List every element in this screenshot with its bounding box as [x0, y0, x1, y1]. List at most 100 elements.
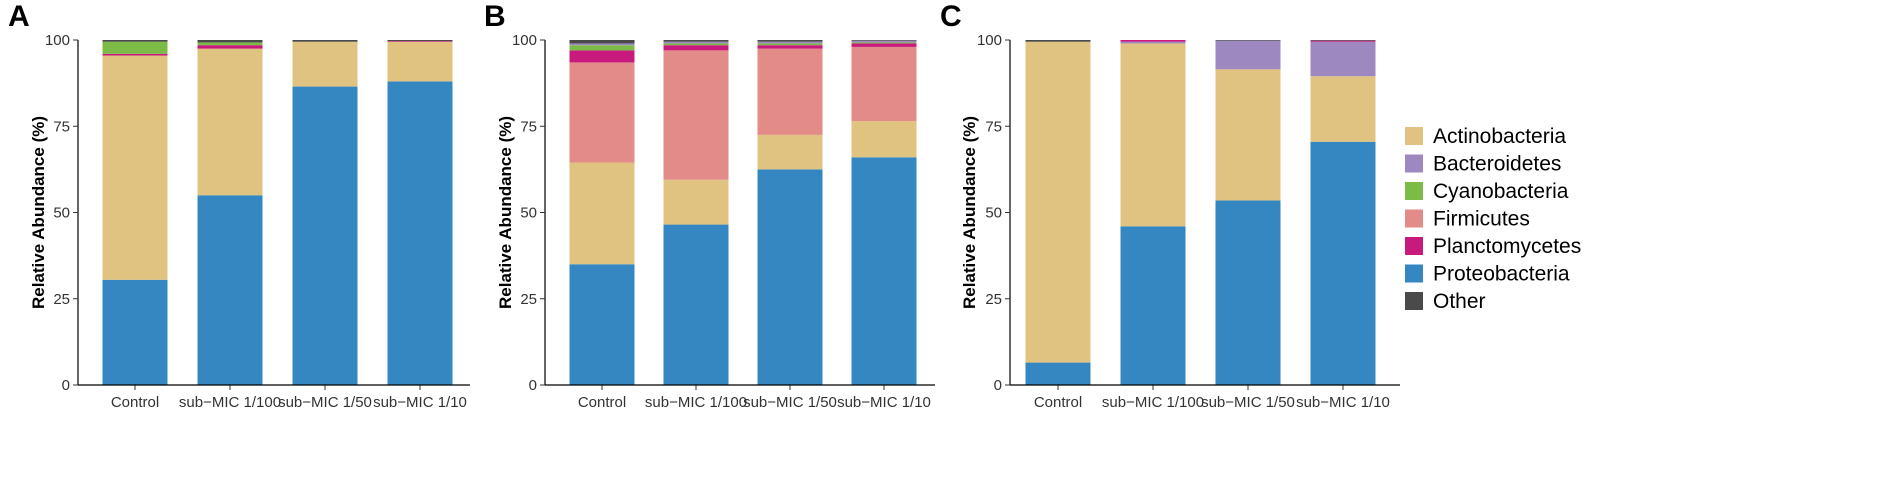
bar-segment-proteobacteria-sub-mic-1-100	[663, 224, 729, 385]
bar-segment-proteobacteria-control	[569, 264, 635, 385]
legend-label-firmicutes: Firmicutes	[1433, 208, 1530, 231]
bar-segment-bacteroidetes-sub-mic-1-100	[1120, 41, 1186, 44]
bar-segment-actinobacteria-control	[102, 55, 168, 280]
legend-label-actinobacteria: Actinobacteria	[1433, 125, 1566, 148]
bar-segment-actinobacteria-sub-mic-1-50	[1215, 69, 1281, 201]
bar-segment-other-sub-mic-1-100	[663, 40, 729, 42]
bar-segment-bacteroidetes-control	[569, 43, 635, 46]
bar-segment-proteobacteria-sub-mic-1-10	[1310, 141, 1376, 385]
bar-segment-proteobacteria-sub-mic-1-100	[1120, 226, 1186, 385]
legend-label-proteobacteria: Proteobacteria	[1433, 263, 1570, 286]
bar-segment-firmicutes-control	[569, 62, 635, 163]
panel-letter: C	[940, 0, 962, 33]
bar-segment-planctomycetes-sub-mic-1-10	[387, 41, 453, 42]
y-tick-label: 75	[985, 118, 1002, 135]
legend-swatch-firmicutes	[1405, 209, 1423, 228]
bar-segment-other-sub-mic-1-100	[197, 40, 263, 43]
bar-segment-other-sub-mic-1-50	[292, 40, 358, 42]
bar-segment-actinobacteria-sub-mic-1-10	[387, 41, 453, 82]
x-tick-label: sub−MIC 1/100	[645, 394, 747, 411]
bar-segment-other-control	[569, 40, 635, 44]
legend: Actinobacteria Bacteroidetes Cyanobacteria…	[1405, 125, 1581, 313]
y-tick-label: 100	[45, 32, 70, 49]
bar-segment-other-sub-mic-1-10	[1310, 40, 1376, 41]
bar-segment-planctomycetes-sub-mic-1-100	[1120, 40, 1186, 42]
y-tick-label: 25	[520, 291, 537, 308]
bar-segment-bacteroidetes-sub-mic-1-50	[1215, 40, 1281, 70]
y-tick-label: 50	[985, 205, 1002, 222]
y-tick-label: 50	[520, 205, 537, 222]
bar-segment-actinobacteria-sub-mic-1-10	[1310, 76, 1376, 142]
panel-letter: A	[8, 0, 30, 33]
bar-segment-other-control	[102, 40, 168, 42]
bar-segment-proteobacteria-sub-mic-1-10	[387, 81, 453, 386]
bar-segment-actinobacteria-sub-mic-1-100	[663, 179, 729, 225]
legend-swatch-bacteroidetes	[1405, 154, 1423, 173]
bar-segment-actinobacteria-sub-mic-1-10	[851, 121, 917, 158]
bar-segment-proteobacteria-sub-mic-1-50	[292, 86, 358, 385]
x-tick-label: sub−MIC 1/50	[743, 394, 837, 411]
bar-segment-cyanobacteria-sub-mic-1-100	[663, 43, 729, 46]
bar-segment-planctomycetes-sub-mic-1-100	[663, 45, 729, 51]
legend-swatch-proteobacteria	[1405, 264, 1423, 283]
x-tick-label: Control	[111, 394, 159, 411]
bar-segment-proteobacteria-sub-mic-1-100	[197, 195, 263, 385]
bar-segment-proteobacteria-control	[102, 279, 168, 385]
x-tick-label: sub−MIC 1/10	[1296, 394, 1390, 411]
bar-segment-cyanobacteria-sub-mic-1-100	[197, 42, 263, 46]
bar-segment-proteobacteria-sub-mic-1-10	[851, 157, 917, 385]
legend-label-bacteroidetes: Bacteroidetes	[1433, 153, 1561, 176]
bar-segment-proteobacteria-control	[1025, 362, 1091, 385]
bar-segment-other-sub-mic-1-10	[851, 40, 917, 41]
x-tick-label: sub−MIC 1/10	[373, 394, 467, 411]
panel-letter: B	[484, 0, 506, 33]
bar-segment-actinobacteria-control	[569, 162, 635, 265]
bar-segment-cyanobacteria-control	[569, 45, 635, 51]
legend-swatch-cyanobacteria	[1405, 182, 1423, 200]
bar-segment-planctomycetes-sub-mic-1-50	[757, 45, 823, 49]
x-tick-label: sub−MIC 1/100	[179, 394, 281, 411]
y-tick-label: 100	[512, 32, 537, 49]
y-tick-label: 25	[985, 291, 1002, 308]
bar-segment-cyanobacteria-sub-mic-1-50	[757, 43, 823, 46]
y-tick-label: 100	[977, 32, 1002, 49]
legend-swatch-other	[1405, 292, 1423, 310]
bar-segment-other-control	[1025, 40, 1091, 42]
y-tick-label: 75	[520, 118, 537, 135]
x-tick-label: sub−MIC 1/50	[1201, 394, 1295, 411]
y-tick-label: 50	[53, 205, 70, 222]
bar-segment-other-sub-mic-1-50	[1215, 40, 1281, 41]
bar-segment-firmicutes-sub-mic-1-100	[663, 50, 729, 180]
bar-segment-firmicutes-sub-mic-1-50	[757, 48, 823, 135]
x-tick-label: sub−MIC 1/10	[837, 394, 931, 411]
legend-swatch-actinobacteria	[1405, 127, 1423, 145]
x-tick-label: Control	[578, 394, 626, 411]
legend-swatch-planctomycetes	[1405, 237, 1423, 255]
bar-segment-proteobacteria-sub-mic-1-50	[1215, 200, 1281, 385]
bar-segment-other-sub-mic-1-50	[757, 40, 823, 42]
y-tick-label: 0	[994, 377, 1002, 394]
y-axis-title: Relative Abundance (%)	[960, 116, 979, 309]
bar-segment-bacteroidetes-sub-mic-1-50	[757, 41, 823, 44]
bar-segment-planctomycetes-sub-mic-1-10	[851, 43, 917, 47]
bar-segment-planctomycetes-sub-mic-1-100	[197, 45, 263, 49]
y-axis-title: Relative Abundance (%)	[29, 116, 48, 309]
bar-segment-planctomycetes-sub-mic-1-10	[1310, 40, 1376, 42]
y-tick-label: 75	[53, 118, 70, 135]
bar-segment-planctomycetes-control	[102, 53, 168, 56]
x-tick-label: Control	[1034, 394, 1082, 411]
bar-segment-actinobacteria-sub-mic-1-50	[292, 41, 358, 87]
bar-segment-cyanobacteria-control	[102, 41, 168, 54]
bar-segment-bacteroidetes-sub-mic-1-10	[851, 40, 917, 43]
legend-label-cyanobacteria: Cyanobacteria	[1433, 180, 1569, 203]
legend-label-other: Other	[1433, 290, 1486, 313]
bar-segment-actinobacteria-sub-mic-1-50	[757, 134, 823, 170]
x-tick-label: sub−MIC 1/50	[278, 394, 372, 411]
bar-segment-bacteroidetes-sub-mic-1-10	[1310, 41, 1376, 77]
bar-segment-actinobacteria-sub-mic-1-100	[197, 48, 263, 196]
bar-segment-cyanobacteria-sub-mic-1-10	[851, 42, 917, 44]
